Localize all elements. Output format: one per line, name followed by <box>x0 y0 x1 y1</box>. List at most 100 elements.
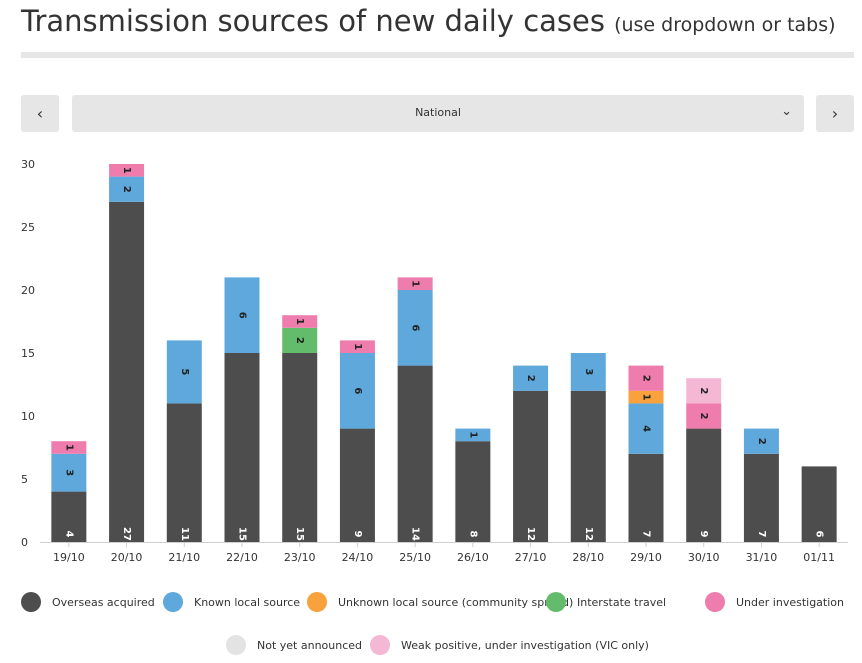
bar-segment <box>686 378 722 404</box>
legend-swatch-icon <box>307 592 327 612</box>
y-tick-label: 30 <box>21 158 35 171</box>
bar-segment <box>628 403 664 454</box>
bar-value-label: 14 <box>410 527 421 541</box>
bar-segment <box>628 453 664 542</box>
bar-value-label: 1 <box>352 343 363 350</box>
y-tick-label: 20 <box>21 284 35 297</box>
chevron-down-icon: ⌄ <box>781 104 792 119</box>
chart-heading: Transmission sources of new daily cases … <box>21 4 836 38</box>
previous-button[interactable]: ‹ <box>21 95 59 132</box>
x-tick-label: 20/10 <box>111 551 143 564</box>
legend-label: Not yet announced <box>257 638 363 652</box>
legend-item-weak-positive[interactable]: Weak positive, under investigation (VIC … <box>370 635 649 655</box>
bar-value-label: 8 <box>467 531 478 538</box>
x-tick-label: 27/10 <box>515 551 547 564</box>
x-tick-label: 30/10 <box>688 551 720 564</box>
bar-value-label: 27 <box>121 527 132 541</box>
bar-segment <box>51 441 87 454</box>
y-tick-label: 0 <box>21 536 28 549</box>
y-tick-label: 25 <box>21 221 35 234</box>
x-tick-label: 23/10 <box>284 551 316 564</box>
legend-label: Under investigation <box>736 595 844 609</box>
bar-segment <box>282 315 318 328</box>
legend-item-under-investigation[interactable]: Under investigation <box>705 592 844 612</box>
bar-value-label: 15 <box>294 527 305 541</box>
bar-value-label: 2 <box>525 375 536 382</box>
bar-value-label: 1 <box>121 167 132 174</box>
bar-segment <box>51 453 87 492</box>
bar-value-label: 15 <box>237 527 248 541</box>
bar-segment <box>109 164 145 177</box>
bar-value-label: 6 <box>410 324 421 331</box>
bar-segment <box>339 428 375 542</box>
bar-segment <box>513 390 549 542</box>
legend-swatch-icon <box>705 592 725 612</box>
bar-value-label: 7 <box>641 531 652 538</box>
bar-value-label: 3 <box>583 368 594 375</box>
bar-value-label: 1 <box>467 431 478 438</box>
x-tick-label: 19/10 <box>53 551 85 564</box>
x-tick-label: 28/10 <box>572 551 604 564</box>
legend-swatch-icon <box>370 635 390 655</box>
bar-value-label: 6 <box>237 312 248 319</box>
legend-label: Unknown local source (community spread) <box>338 595 574 609</box>
legend-item-unknown-local[interactable]: Unknown local source (community spread) <box>307 592 573 612</box>
y-tick-label: 10 <box>21 410 35 423</box>
legend-item-not-yet-announced[interactable]: Not yet announced <box>226 635 362 655</box>
bar-value-label: 3 <box>63 469 74 476</box>
x-tick-label: 31/10 <box>746 551 778 564</box>
x-tick-label: 26/10 <box>457 551 489 564</box>
bar-segment <box>513 365 549 391</box>
bar-value-label: 1 <box>294 318 305 325</box>
bar-segment <box>455 428 491 442</box>
y-tick-label: 15 <box>21 347 35 360</box>
bar-value-label: 12 <box>525 527 536 541</box>
legend-item-overseas[interactable]: Overseas acquired <box>21 592 155 612</box>
legend-label: Overseas acquired <box>52 595 155 609</box>
legend-swatch-icon <box>226 635 246 655</box>
bar-value-label: 7 <box>756 531 767 538</box>
bar-value-label: 12 <box>583 527 594 541</box>
legend-swatch-icon <box>163 592 183 612</box>
bar-segment <box>282 353 318 542</box>
bar-segment <box>224 277 260 353</box>
bar-value-label: 5 <box>179 368 190 375</box>
x-tick-label: 25/10 <box>399 551 431 564</box>
bar-segment <box>455 441 491 542</box>
x-tick-label: 24/10 <box>342 551 374 564</box>
chevron-right-icon: › <box>831 104 839 123</box>
bar-value-label: 2 <box>121 186 132 193</box>
bar-value-label: 2 <box>294 337 305 344</box>
bar-segment <box>109 201 145 543</box>
next-button[interactable]: › <box>816 95 854 132</box>
bar-segment <box>51 491 87 542</box>
bar-segment <box>801 466 837 542</box>
bar-value-label: 2 <box>756 438 767 445</box>
legend-swatch-icon <box>21 592 41 612</box>
legend-label: Weak positive, under investigation (VIC … <box>401 638 649 652</box>
bar-segment <box>339 340 375 353</box>
y-tick-label: 5 <box>21 473 28 486</box>
bar-segment <box>397 290 433 366</box>
region-dropdown[interactable]: National ⌄ <box>72 95 804 132</box>
title-divider <box>21 52 854 58</box>
page-title: Transmission sources of new daily cases <box>21 4 605 38</box>
bar-segment <box>224 353 260 542</box>
legend-swatch-icon <box>546 592 566 612</box>
bar-value-label: 2 <box>641 375 652 382</box>
bar-segment <box>397 277 433 290</box>
bar-value-label: 6 <box>352 387 363 394</box>
bar-value-label: 1 <box>641 394 652 401</box>
bar-value-label: 9 <box>698 531 709 538</box>
bar-segment <box>686 428 722 542</box>
bar-segment <box>282 327 318 353</box>
bar-segment <box>166 340 202 404</box>
x-tick-label: 29/10 <box>630 551 662 564</box>
bar-value-label: 2 <box>698 387 709 394</box>
legend-item-known-local[interactable]: Known local source <box>163 592 300 612</box>
chevron-left-icon: ‹ <box>36 104 44 123</box>
bar-value-label: 1 <box>63 444 74 451</box>
bar-segment <box>743 428 779 454</box>
legend-item-interstate[interactable]: Interstate travel <box>546 592 666 612</box>
bar-value-label: 1 <box>410 280 421 287</box>
